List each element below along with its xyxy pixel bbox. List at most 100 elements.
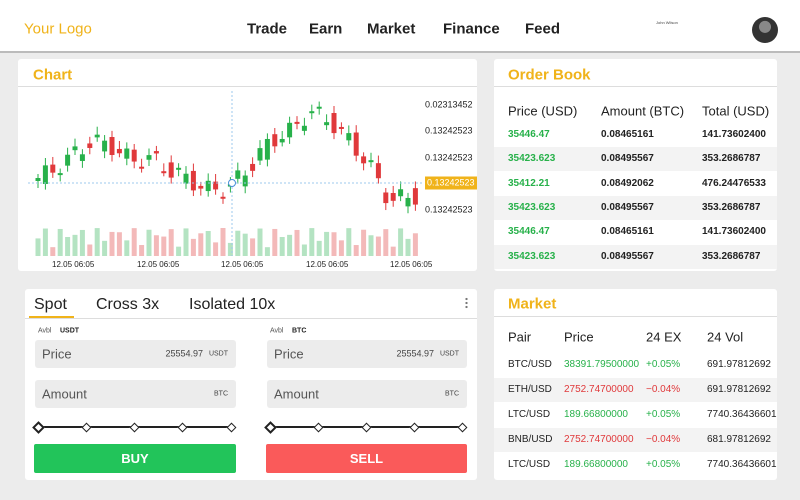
volume-bar [72, 234, 78, 256]
candle-body [139, 166, 145, 169]
candle-body [412, 188, 418, 205]
volume-bar [257, 228, 263, 256]
candle-body [183, 173, 189, 184]
volume-bar [79, 229, 85, 256]
candle-body [301, 125, 307, 131]
volume-bar [279, 237, 285, 256]
panel-title: Chart [33, 66, 73, 84]
order-cell: 476.24476533 [702, 177, 766, 189]
candle-body [346, 133, 352, 141]
more-menu[interactable] [465, 297, 468, 309]
volume-bar [264, 247, 270, 256]
candle-body [102, 140, 108, 152]
market-cell: −0.04% [646, 434, 681, 445]
nav-link[interactable]: Feed [525, 20, 561, 38]
volume-bar [412, 233, 418, 256]
candle-body [220, 196, 226, 199]
column-header: Price [564, 329, 594, 345]
order-cell: 353.2686787 [702, 201, 761, 213]
button[interactable]: BUY [34, 444, 236, 473]
volume-bar [398, 228, 404, 256]
volume-bar [338, 240, 344, 256]
volume-bar [250, 238, 256, 256]
order-cell: 0.08465161 [601, 129, 654, 140]
tab[interactable]: Spot [34, 296, 67, 313]
market-cell: −0.04% [646, 384, 681, 395]
market-cell: 681.97812692 [707, 434, 771, 445]
volume-bar [205, 231, 211, 256]
candle-body [57, 173, 63, 176]
input-box[interactable] [267, 380, 467, 408]
column-header: Price (USD) [508, 103, 578, 119]
volume-bar [235, 230, 241, 256]
crosshair-point [228, 179, 236, 187]
order-cell: 353.2686787 [702, 153, 761, 165]
market-cell: 189.66800000 [564, 409, 628, 420]
time-label: 12.05 06:05 [137, 260, 180, 269]
candle-body [294, 121, 300, 124]
candle-body [109, 137, 115, 156]
row-background [494, 147, 777, 172]
candle-body [331, 113, 337, 134]
market-cell: LTC/USD [508, 459, 551, 470]
input-box[interactable] [35, 340, 236, 368]
volume-bar [368, 235, 374, 256]
volume-bar [153, 235, 159, 256]
input-box[interactable] [267, 340, 467, 368]
input-label: Amount [274, 386, 319, 402]
candle-body [146, 155, 152, 160]
nav-link[interactable]: Finance [443, 20, 500, 38]
column-header: Amount (BTC) [601, 103, 685, 119]
order-cell: 35446.47 [508, 226, 550, 238]
candle-body [153, 151, 159, 154]
nav-link[interactable]: Earn [309, 20, 343, 38]
time-label: 12.05 06:05 [306, 260, 349, 269]
candle-body [279, 138, 285, 143]
tab-underline [29, 316, 74, 318]
input-unit: USDT [208, 350, 228, 358]
column-header: 24 EX [646, 329, 682, 345]
order-cell: 35446.47 [508, 129, 550, 140]
candle-body [42, 165, 48, 184]
market-cell: 7740.36436601 [707, 409, 777, 420]
market-cell: +0.05% [646, 359, 681, 370]
volume-bar [109, 231, 115, 256]
market-cell: 2752.74700000 [564, 384, 634, 395]
volume-bar [309, 228, 315, 256]
volume-bar [139, 245, 145, 256]
nav-link[interactable]: Market [367, 20, 416, 38]
candle-body [161, 171, 167, 174]
volume-bar [190, 238, 196, 256]
volume-bar [220, 228, 226, 256]
input-unit: BTC [214, 390, 228, 398]
volume-bar [176, 246, 182, 256]
price-label: 0.13242523 [425, 176, 477, 190]
available-currency: BTC [292, 327, 307, 335]
tab[interactable]: Isolated 10x [189, 296, 276, 313]
input-unit: USDT [439, 350, 459, 358]
volume-bar [87, 244, 93, 256]
divider [18, 86, 477, 87]
avatar[interactable] [752, 17, 778, 43]
button[interactable]: SELL [266, 444, 467, 473]
market-cell: +0.05% [646, 409, 681, 420]
nav-link[interactable]: Trade [247, 20, 288, 38]
candle-body [116, 148, 122, 154]
candle-body [124, 148, 130, 159]
column-header: Total (USD) [702, 103, 770, 119]
volume-bar [227, 242, 233, 256]
order-cell: 0.08492062 [601, 177, 654, 189]
tab[interactable]: Cross 3x [96, 296, 160, 313]
candle-body [338, 126, 344, 129]
candle-body [94, 134, 100, 138]
candle-body [176, 167, 182, 170]
input-label: Price [274, 346, 304, 362]
market-cell: 2752.74700000 [564, 434, 634, 445]
market-cell: LTC/USD [508, 409, 551, 420]
market-cell: 189.66800000 [564, 459, 628, 470]
input-box[interactable] [35, 380, 236, 408]
divider [494, 86, 777, 87]
market-cell: BTC/USD [508, 359, 552, 370]
volume-bar [316, 240, 322, 256]
candle-body [87, 143, 93, 148]
